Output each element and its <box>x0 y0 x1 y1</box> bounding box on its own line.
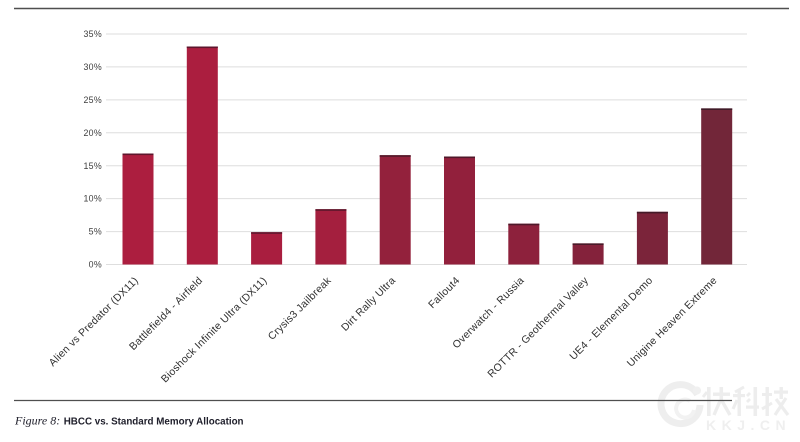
svg-text:Figure 8:HBCC vs. Standard Mem: Figure 8: HBCC vs. Standard Memory Alloca… <box>14 413 244 427</box>
svg-text:Crysis3 Jailbreak: Crysis3 Jailbreak <box>266 274 334 342</box>
svg-text:15%: 15% <box>83 161 102 171</box>
svg-text:Fallout4: Fallout4 <box>426 275 462 311</box>
svg-text:0%: 0% <box>89 260 102 270</box>
svg-text:10%: 10% <box>83 194 102 204</box>
svg-text:25%: 25% <box>83 95 102 105</box>
svg-text:5%: 5% <box>89 227 102 237</box>
svg-text:Dirt Rally Ultra: Dirt Rally Ultra <box>339 275 398 334</box>
svg-text:Bioshock Infinite Ultra (DX11): Bioshock Infinite Ultra (DX11) <box>159 275 270 386</box>
svg-text:30%: 30% <box>83 62 102 72</box>
svg-text:KKJ.CN: KKJ.CN <box>706 417 791 433</box>
svg-text:Overwatch - Russia: Overwatch - Russia <box>450 275 526 351</box>
svg-text:Alien vs Predator (DX11): Alien vs Predator (DX11) <box>47 275 141 369</box>
svg-text:35%: 35% <box>83 29 102 39</box>
svg-text:20%: 20% <box>83 128 102 138</box>
